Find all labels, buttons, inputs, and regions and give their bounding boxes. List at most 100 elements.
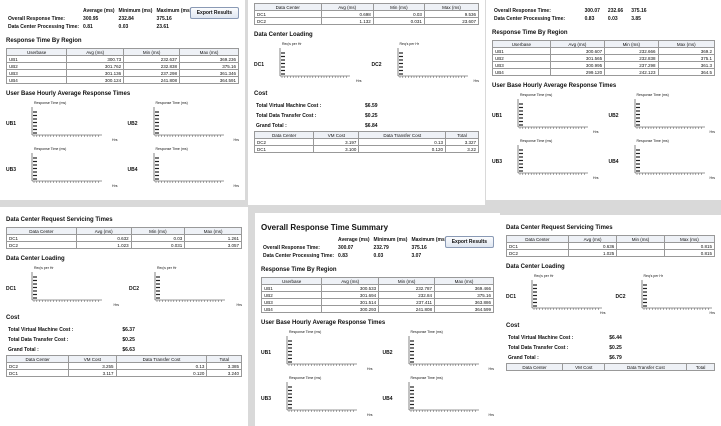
table-cell: 3.327 <box>445 138 479 146</box>
table-cell: 3.100 <box>313 145 360 153</box>
row-label: Overall Response Time: <box>494 8 551 14</box>
table-row: UB2 301.762 232.838 375.16 <box>5 62 239 70</box>
result-panel: Overall Response Time Summary Average (ms… <box>255 213 500 426</box>
section-heading: Data Center Loading <box>506 264 565 270</box>
cost-value: $0.25 <box>609 345 622 351</box>
table-cell: 369.466 <box>434 284 494 292</box>
table-row: UB1 300.607 232.666 369.2 <box>492 47 716 55</box>
table-row: UB3 301.136 237.298 361.346 <box>5 69 239 77</box>
table-cell: 300.73 <box>66 55 125 63</box>
x-axis-label: Hrs <box>113 303 119 307</box>
row-label: Overall Response Time: <box>8 16 65 22</box>
table-row: DC1 3.100 0.120 3.22 <box>253 145 479 153</box>
table-cell: UB4 <box>492 68 551 76</box>
table-cell: 301.136 <box>66 69 125 77</box>
column-header: Max (ms) <box>434 277 494 285</box>
column-header: Avg (ms) <box>66 48 125 56</box>
table-cell: 3.22 <box>445 145 479 153</box>
chart-plot <box>279 48 350 78</box>
table-cell: UB2 <box>260 291 323 299</box>
table-cell: 3.240 <box>206 369 242 377</box>
cost-label: Total Virtual Machine Cost : <box>508 335 574 341</box>
table-cell: 300.124 <box>66 76 125 84</box>
table-cell: 1.023 <box>75 241 132 249</box>
table-cell: 361.3 <box>657 61 716 69</box>
column-header: Average (ms) <box>338 237 370 243</box>
result-panel: Data Center Request Servicing Times Data … <box>0 207 248 426</box>
table-cell: 232.637 <box>123 55 181 63</box>
section-heading: Response Time By Region <box>492 30 568 36</box>
section-heading: Data Center Request Servicing Times <box>506 225 613 231</box>
table-cell: 3.385 <box>206 362 242 370</box>
data-table: Data Center VM Cost Data Transfer Cost Tota… <box>253 131 479 153</box>
mini-chart: UB4 Response Time (ms) Hrs <box>128 147 240 189</box>
section-heading: User Base Hourly Average Response Times <box>261 320 386 326</box>
axis-label: Req's per Hr <box>157 266 177 270</box>
column-header: Min (ms) <box>604 40 659 48</box>
cost-label: Total Data Transfer Cost : <box>8 337 69 343</box>
export-button[interactable]: Export Results <box>189 7 239 19</box>
table-row: UB1 300.73 232.637 369.236 <box>5 55 239 63</box>
axis-label: Req's per Hr <box>643 274 664 278</box>
table-cell: 364.599 <box>434 305 494 313</box>
column-header: Data Center <box>5 355 70 363</box>
cost-row: Total Virtual Machine Cost : $6.44 <box>506 333 631 343</box>
chart-plot <box>517 99 588 129</box>
table-cell: 23.607 <box>423 17 480 25</box>
cost-row: Total Virtual Machine Cost : $6.37 <box>6 325 148 335</box>
row-label: Data Center Processing Time: <box>494 16 566 22</box>
table-cell <box>616 249 665 257</box>
data-table: Data Center Avg (ms) Min (ms) Max (ms) DC1 0.… <box>506 235 716 257</box>
table-cell: 1.025 <box>567 249 618 257</box>
value-cell: 232.79 <box>373 245 389 251</box>
column-header: Data Center <box>254 3 322 11</box>
column-header: Data Center <box>506 235 569 243</box>
table-cell: DC2 <box>254 17 322 25</box>
table-cell: 301.565 <box>549 54 606 62</box>
value-cell: 0.81 <box>83 24 93 30</box>
cost-label: Grand Total : <box>8 347 39 353</box>
cost-row: Total Data Transfer Cost : $0.25 <box>506 343 631 353</box>
table-header: Userbase Avg (ms) Min (ms) Max (ms) <box>260 277 494 285</box>
cost-value: $0.25 <box>122 337 135 343</box>
mini-chart: DC1 Req's per Hr Hrs <box>254 42 362 84</box>
summary-row: Overall Response Time: 300.07 232.79 375.16 <box>261 244 448 252</box>
column-header: Maximum (ms) <box>156 8 192 14</box>
summary-row: Overall Response Time: 300.95 232.84 375.16 <box>6 15 193 23</box>
row-label: Data Center Processing Time: <box>263 253 335 259</box>
chart-plot <box>153 153 224 183</box>
table-cell: DC2 <box>5 362 70 370</box>
table-row: DC1 3.117 0.120 3.240 <box>5 369 242 377</box>
section-heading: Cost <box>506 323 520 329</box>
data-table: Userbase Avg (ms) Min (ms) Max (ms) UB1 300.5… <box>260 277 494 313</box>
cost-value: $6.44 <box>609 335 622 341</box>
table-cell: 369.2 <box>657 47 716 55</box>
table-cell: 232.666 <box>604 47 659 55</box>
cost-summary: Total Virtual Machine Cost : $6.44 Total D… <box>506 333 631 363</box>
column-header: Avg (ms) <box>567 235 618 243</box>
x-axis-label: Hrs <box>112 138 118 142</box>
value-cell: 3.07 <box>411 253 422 259</box>
export-button[interactable]: Export Results <box>444 236 494 248</box>
x-axis-label: Hrs <box>709 130 715 134</box>
cost-label: Grand Total : <box>256 123 287 129</box>
table-cell: 3.197 <box>313 138 360 146</box>
table-cell: 9.536 <box>423 10 480 18</box>
chart-label: DC1 <box>6 286 17 292</box>
chart-grid: UB1 Response Time (ms) Hrs UB2 Response Time… <box>6 101 239 189</box>
mini-chart: UB2 Response Time (ms) Hrs <box>383 330 495 372</box>
column-header: Userbase <box>260 277 323 285</box>
column-header: Data Transfer Cost <box>115 355 208 363</box>
table-cell: DC1 <box>254 10 322 18</box>
value-cell: 375.16 <box>411 245 427 251</box>
cost-row: Grand Total : $6.84 <box>254 121 389 131</box>
chart-label: UB3 <box>261 396 272 402</box>
chart-plot <box>397 48 468 78</box>
table-cell: UB1 <box>260 284 323 292</box>
chart-plot <box>408 336 479 366</box>
table-row: UB2 301.694 232.84 375.16 <box>260 291 494 299</box>
chart-label: UB4 <box>127 167 138 173</box>
axis-label: Response Time (ms) <box>636 139 669 143</box>
table-cell <box>616 242 665 250</box>
